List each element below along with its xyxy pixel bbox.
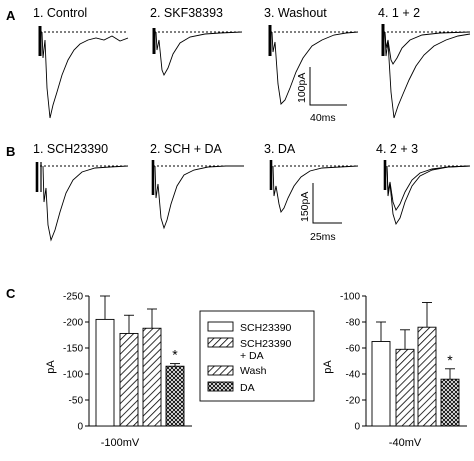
scale-label-x: 25ms (310, 231, 336, 243)
bar (417, 326, 437, 427)
y-tick-label: -100 (63, 370, 83, 381)
y-tick-label: -20 (346, 396, 361, 407)
current-trace (271, 31, 359, 105)
current-trace-control (384, 31, 471, 119)
y-tick-label: -150 (63, 344, 83, 355)
scale-bar-b: 150pA 25ms (299, 183, 342, 243)
x-axis-label: -40mV (389, 437, 422, 449)
current-trace (272, 165, 359, 214)
current-trace (42, 165, 129, 242)
legend: SCH23390 SCH23390 + DA Wash DA (199, 310, 315, 402)
scale-label-y: 150pA (299, 192, 311, 222)
legend-label-sch-da: SCH23390 (240, 338, 292, 350)
current-trace (154, 165, 244, 230)
bar (119, 332, 139, 427)
current-trace-drug (384, 31, 471, 65)
trace-group-a1 (38, 26, 129, 119)
bar (395, 348, 415, 427)
y-tick-label: -50 (69, 396, 84, 407)
y-tick-label: -100 (340, 292, 360, 303)
bar (440, 378, 460, 427)
y-tick-label: 0 (77, 422, 83, 433)
trace-title-a4: 4. 1 + 2 (378, 6, 420, 20)
bar (371, 341, 391, 427)
y-tick-label: -60 (346, 344, 361, 355)
legend-label-wash: Wash (240, 365, 267, 377)
bar (142, 327, 162, 427)
legend-label-sch-da-line2: + DA (240, 350, 264, 362)
trace-group-b4 (383, 160, 471, 226)
trace-title-b2: 2. SCH + DA (150, 142, 223, 156)
trace-group-b1 (35, 162, 129, 242)
scale-label-y: 100pA (296, 73, 308, 103)
y-tick-label: 0 (354, 422, 360, 433)
trace-title-a3: 3. Washout (264, 6, 327, 20)
current-trace (155, 31, 243, 77)
y-tick-label: -80 (346, 318, 361, 329)
y-tick-label: -40 (346, 370, 361, 381)
trace-title-b3: 3. DA (264, 142, 296, 156)
trace-group-a4 (381, 24, 471, 119)
trace-title-a2: 2. SKF38393 (150, 6, 223, 20)
current-trace-sch-da (386, 165, 471, 226)
legend-swatch-sch23390 (207, 321, 234, 332)
significance-marker: * (172, 347, 178, 363)
legend-swatch-wash (207, 365, 234, 376)
bar-chart-100mv: -250 -200 -150 -100 -50 0 pA * -100mV (45, 292, 192, 449)
trace-title-b4: 4. 2 + 3 (376, 142, 418, 156)
scale-bar-a: 100pA 40ms (296, 67, 347, 124)
legend-label-da: DA (240, 382, 255, 394)
significance-marker: * (447, 352, 453, 368)
legend-swatch-da (207, 381, 234, 392)
y-tick-label: -250 (63, 292, 83, 303)
trace-group-a2 (152, 28, 243, 77)
legend-label-sch23390: SCH23390 (240, 322, 292, 334)
trace-group-b3 (269, 160, 359, 214)
x-axis-label: -100mV (101, 437, 140, 449)
trace-title-b1: 1. SCH23390 (33, 142, 108, 156)
y-axis-label: pA (45, 360, 57, 374)
trace-title-a1: 1. Control (33, 6, 87, 20)
current-trace-da (386, 165, 471, 211)
panel-label-a: A (6, 8, 16, 23)
current-trace (41, 31, 129, 119)
trace-group-b2 (151, 160, 244, 230)
legend-swatch-sch-da (207, 337, 234, 348)
panel-label-c: C (6, 286, 16, 301)
panel-label-b: B (6, 144, 15, 159)
y-tick-label: -200 (63, 318, 83, 329)
bar (95, 318, 115, 427)
y-axis-label: pA (322, 360, 334, 374)
scale-label-x: 40ms (310, 112, 336, 124)
bar (165, 365, 185, 427)
trace-group-a3 (268, 25, 359, 105)
bar-chart-40mv: -100 -80 -60 -40 -20 0 pA * -40mV (322, 292, 467, 449)
